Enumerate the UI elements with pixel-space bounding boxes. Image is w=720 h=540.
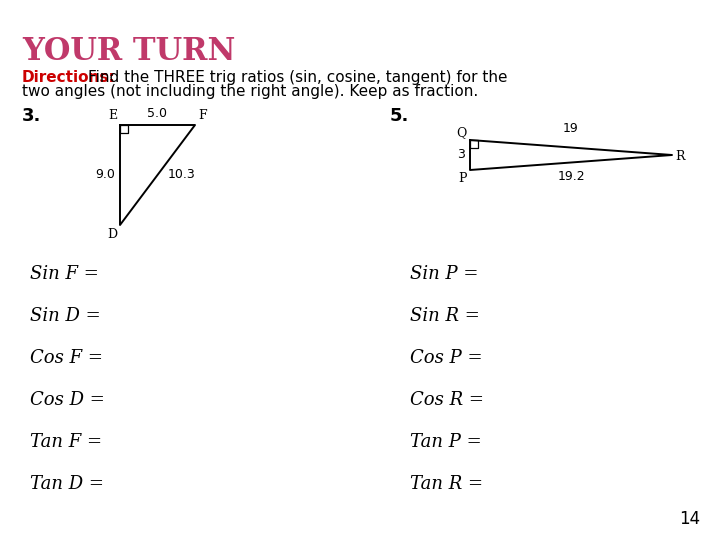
Text: F: F xyxy=(198,109,207,122)
Text: Find the THREE trig ratios (sin, cosine, tangent) for the: Find the THREE trig ratios (sin, cosine,… xyxy=(88,70,508,85)
Text: 3: 3 xyxy=(457,148,465,161)
Text: P: P xyxy=(459,172,467,185)
Text: Cos D =: Cos D = xyxy=(30,391,105,409)
Text: Tan R =: Tan R = xyxy=(410,475,483,493)
Text: Q: Q xyxy=(456,126,467,139)
Text: 19.2: 19.2 xyxy=(557,171,585,184)
Text: Tan D =: Tan D = xyxy=(30,475,104,493)
Text: Sin F =: Sin F = xyxy=(30,265,99,283)
Text: Cos F =: Cos F = xyxy=(30,349,103,367)
Text: two angles (not including the right angle). Keep as fraction.: two angles (not including the right angl… xyxy=(22,84,478,99)
Text: Sin D =: Sin D = xyxy=(30,307,101,325)
Text: Tan P =: Tan P = xyxy=(410,433,482,451)
Text: 14: 14 xyxy=(679,510,700,528)
Text: YOUR TURN: YOUR TURN xyxy=(22,36,235,67)
Text: 3.: 3. xyxy=(22,107,41,125)
Text: Sin R =: Sin R = xyxy=(410,307,480,325)
Text: D: D xyxy=(107,228,117,241)
Text: Directions:: Directions: xyxy=(22,70,116,85)
Text: Cos R =: Cos R = xyxy=(410,391,484,409)
Text: R: R xyxy=(675,150,685,163)
Text: 5.0: 5.0 xyxy=(148,107,168,120)
Text: Sin P =: Sin P = xyxy=(410,265,479,283)
Text: Cos P =: Cos P = xyxy=(410,349,482,367)
Text: 9.0: 9.0 xyxy=(95,168,115,181)
Text: E: E xyxy=(108,109,117,122)
Text: 19: 19 xyxy=(563,122,579,135)
Text: 10.3: 10.3 xyxy=(168,168,195,181)
Text: Tan F =: Tan F = xyxy=(30,433,102,451)
Text: 5.: 5. xyxy=(390,107,410,125)
